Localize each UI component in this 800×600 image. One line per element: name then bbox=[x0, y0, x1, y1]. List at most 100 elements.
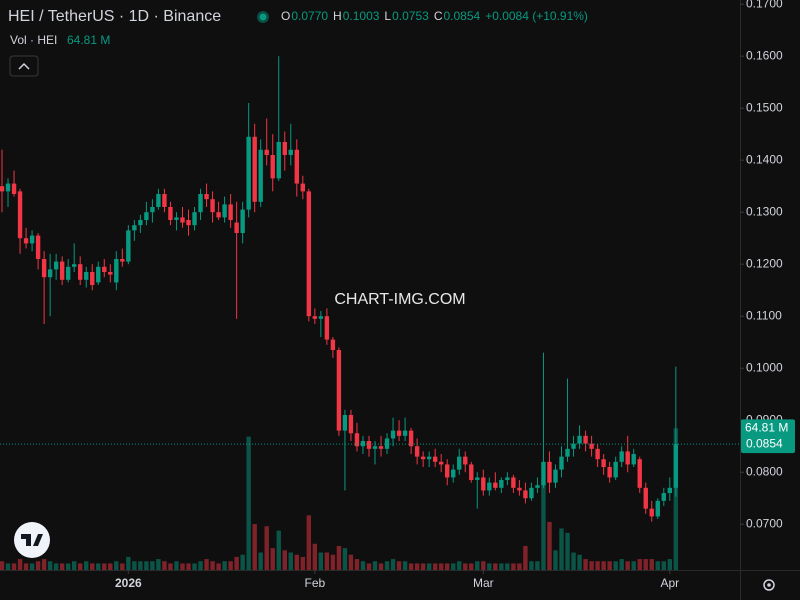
volume-bar bbox=[619, 559, 624, 570]
volume-bar bbox=[475, 561, 480, 570]
volume-bar bbox=[126, 556, 131, 570]
volume-bar bbox=[156, 559, 161, 570]
volume-bar bbox=[78, 563, 83, 570]
candle-body bbox=[438, 461, 444, 465]
volume-bar bbox=[348, 554, 354, 570]
volume-bar bbox=[553, 550, 558, 570]
legend-key: C bbox=[434, 9, 443, 23]
candle-body bbox=[619, 451, 624, 462]
candle-body bbox=[655, 500, 660, 517]
volume-bar bbox=[366, 563, 372, 570]
y-tick-label: 0.1100 bbox=[746, 308, 782, 322]
x-tick-label: 2026 bbox=[115, 576, 142, 590]
volume-bar bbox=[306, 515, 312, 570]
volume-bar bbox=[438, 563, 444, 570]
candle-body bbox=[35, 235, 41, 259]
chart-title: HEI / TetherUS · 1D · Binance bbox=[8, 8, 221, 25]
volume-bar bbox=[282, 550, 287, 570]
volume-bar bbox=[276, 530, 281, 570]
candle-body bbox=[342, 415, 348, 431]
candle-body bbox=[541, 461, 546, 486]
volume-bar bbox=[414, 563, 420, 570]
y-tick-label: 0.1200 bbox=[746, 256, 783, 270]
x-tick-label: Feb bbox=[305, 576, 326, 590]
price-pane bbox=[0, 56, 679, 522]
candle-body bbox=[29, 235, 35, 244]
volume-bar bbox=[330, 554, 336, 570]
volume-bar bbox=[445, 563, 450, 570]
candle-body bbox=[258, 149, 263, 202]
candle-body bbox=[577, 435, 582, 444]
volume-bar bbox=[162, 561, 167, 570]
volume-bar bbox=[252, 524, 257, 570]
volume-bar bbox=[354, 559, 360, 570]
volume-bar bbox=[408, 563, 414, 570]
volume-bar bbox=[426, 563, 432, 570]
logo[interactable] bbox=[14, 522, 50, 558]
candle-body bbox=[649, 508, 654, 517]
volume-label-box bbox=[741, 419, 795, 438]
settings-button[interactable] bbox=[763, 579, 775, 591]
candle-body bbox=[493, 482, 498, 488]
volume-bar bbox=[523, 545, 528, 570]
candle-body bbox=[90, 271, 95, 285]
volume-bar bbox=[90, 563, 95, 570]
volume-bar bbox=[234, 556, 239, 570]
volume-bar bbox=[649, 559, 654, 570]
candle-body bbox=[426, 456, 432, 460]
candle-body bbox=[324, 316, 330, 340]
candle-body bbox=[475, 477, 480, 481]
candle-body bbox=[162, 193, 167, 207]
volume-bar bbox=[23, 563, 29, 570]
candle-body bbox=[174, 217, 179, 220]
candle-body bbox=[186, 219, 191, 226]
volume-bar bbox=[138, 561, 143, 570]
candle-body bbox=[47, 269, 53, 278]
volume-bar bbox=[108, 563, 113, 570]
y-tick-label: 0.1000 bbox=[746, 360, 783, 374]
candle-body bbox=[114, 258, 119, 283]
volume-bar bbox=[204, 559, 209, 570]
candle-body bbox=[360, 441, 366, 447]
candle-body bbox=[673, 444, 679, 488]
volume-bar bbox=[29, 563, 35, 570]
candle-body bbox=[408, 430, 414, 447]
legend-key: O bbox=[281, 9, 290, 23]
candle-body bbox=[469, 464, 474, 481]
candle-body bbox=[372, 446, 378, 449]
candle-body bbox=[330, 339, 336, 351]
candle-body bbox=[559, 456, 564, 470]
volume-bar bbox=[487, 563, 492, 570]
candle-body bbox=[336, 350, 342, 431]
volume-bar bbox=[463, 563, 468, 570]
candle-body bbox=[348, 415, 354, 434]
candle-body bbox=[481, 477, 486, 491]
volume-bar bbox=[643, 559, 648, 570]
watermark: CHART-IMG.COM bbox=[334, 291, 465, 308]
candle-body bbox=[487, 482, 492, 491]
volume-bar bbox=[577, 554, 582, 570]
legend-value: 0.0770 bbox=[291, 9, 328, 23]
volume-bar bbox=[625, 561, 630, 570]
candle-body bbox=[168, 206, 173, 220]
volume-bar bbox=[324, 552, 330, 570]
volume-bar bbox=[469, 563, 474, 570]
volume-pane bbox=[0, 428, 679, 570]
volume-bar bbox=[589, 561, 594, 570]
volume-bar bbox=[667, 559, 673, 570]
candle-body bbox=[192, 212, 197, 226]
collapse-button[interactable] bbox=[9, 55, 39, 77]
candle-body bbox=[553, 469, 558, 483]
candle-body bbox=[595, 448, 600, 460]
volume-bar bbox=[102, 563, 107, 570]
candle-body bbox=[607, 467, 612, 478]
volume-bar bbox=[318, 552, 324, 570]
volume-bar bbox=[637, 559, 642, 570]
volume-bar bbox=[535, 561, 540, 570]
volume-bar bbox=[47, 561, 53, 570]
volume-bar bbox=[71, 561, 77, 570]
candle-body bbox=[288, 149, 293, 155]
volume-bar bbox=[631, 561, 636, 570]
volume-bar bbox=[432, 563, 438, 570]
volume-bar bbox=[150, 561, 155, 570]
